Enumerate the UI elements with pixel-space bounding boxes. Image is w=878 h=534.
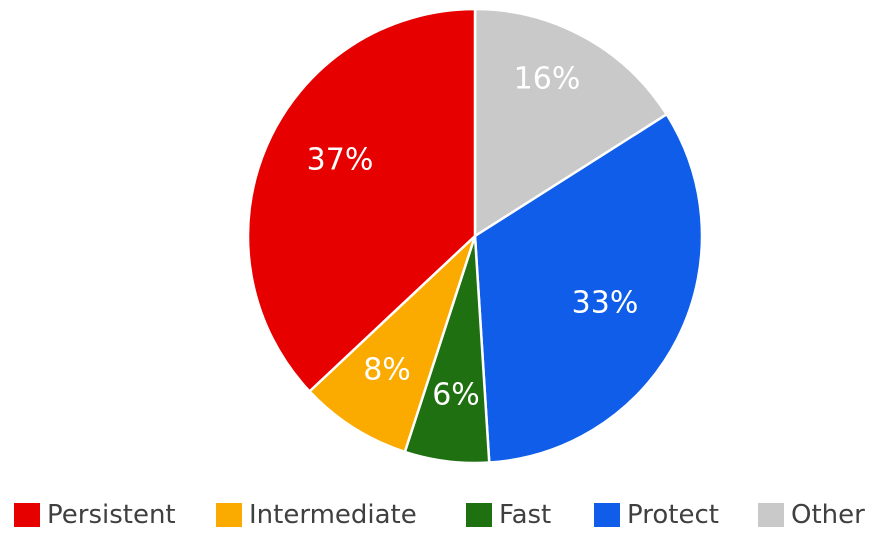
legend-label-other: Other — [791, 500, 865, 530]
legend-item-persistent: Persistent — [14, 500, 176, 530]
legend-label-persistent: Persistent — [47, 500, 176, 530]
pie-slice-protect — [473, 113, 704, 464]
slice-label-fast: 6% — [432, 378, 480, 413]
slice-label-persistent: 37% — [307, 143, 374, 178]
legend-swatch-protect — [594, 503, 620, 527]
legend-item-intermediate: Intermediate — [216, 500, 417, 530]
legend-label-protect: Protect — [627, 500, 719, 530]
pie-slice-persistent — [246, 7, 477, 393]
legend-label-intermediate: Intermediate — [249, 500, 417, 530]
legend-swatch-intermediate — [216, 503, 242, 527]
legend-swatch-persistent — [14, 503, 40, 527]
legend-item-protect: Protect — [594, 500, 719, 530]
legend-swatch-fast — [466, 503, 492, 527]
slice-label-other: 16% — [514, 62, 581, 97]
legend-item-fast: Fast — [466, 500, 551, 530]
legend: Persistent Intermediate Fast Protect Other — [14, 500, 865, 530]
pie-slices — [246, 7, 704, 465]
pie-slice-other — [473, 7, 668, 238]
legend-label-fast: Fast — [499, 500, 551, 530]
slice-label-protect: 33% — [572, 286, 639, 321]
legend-swatch-other — [758, 503, 784, 527]
legend-item-other: Other — [758, 500, 865, 530]
slice-label-intermediate: 8% — [363, 353, 411, 388]
pie-slice-intermediate — [308, 234, 477, 454]
slice-labels: 16% 33% 6% 8% 37% — [307, 62, 639, 413]
